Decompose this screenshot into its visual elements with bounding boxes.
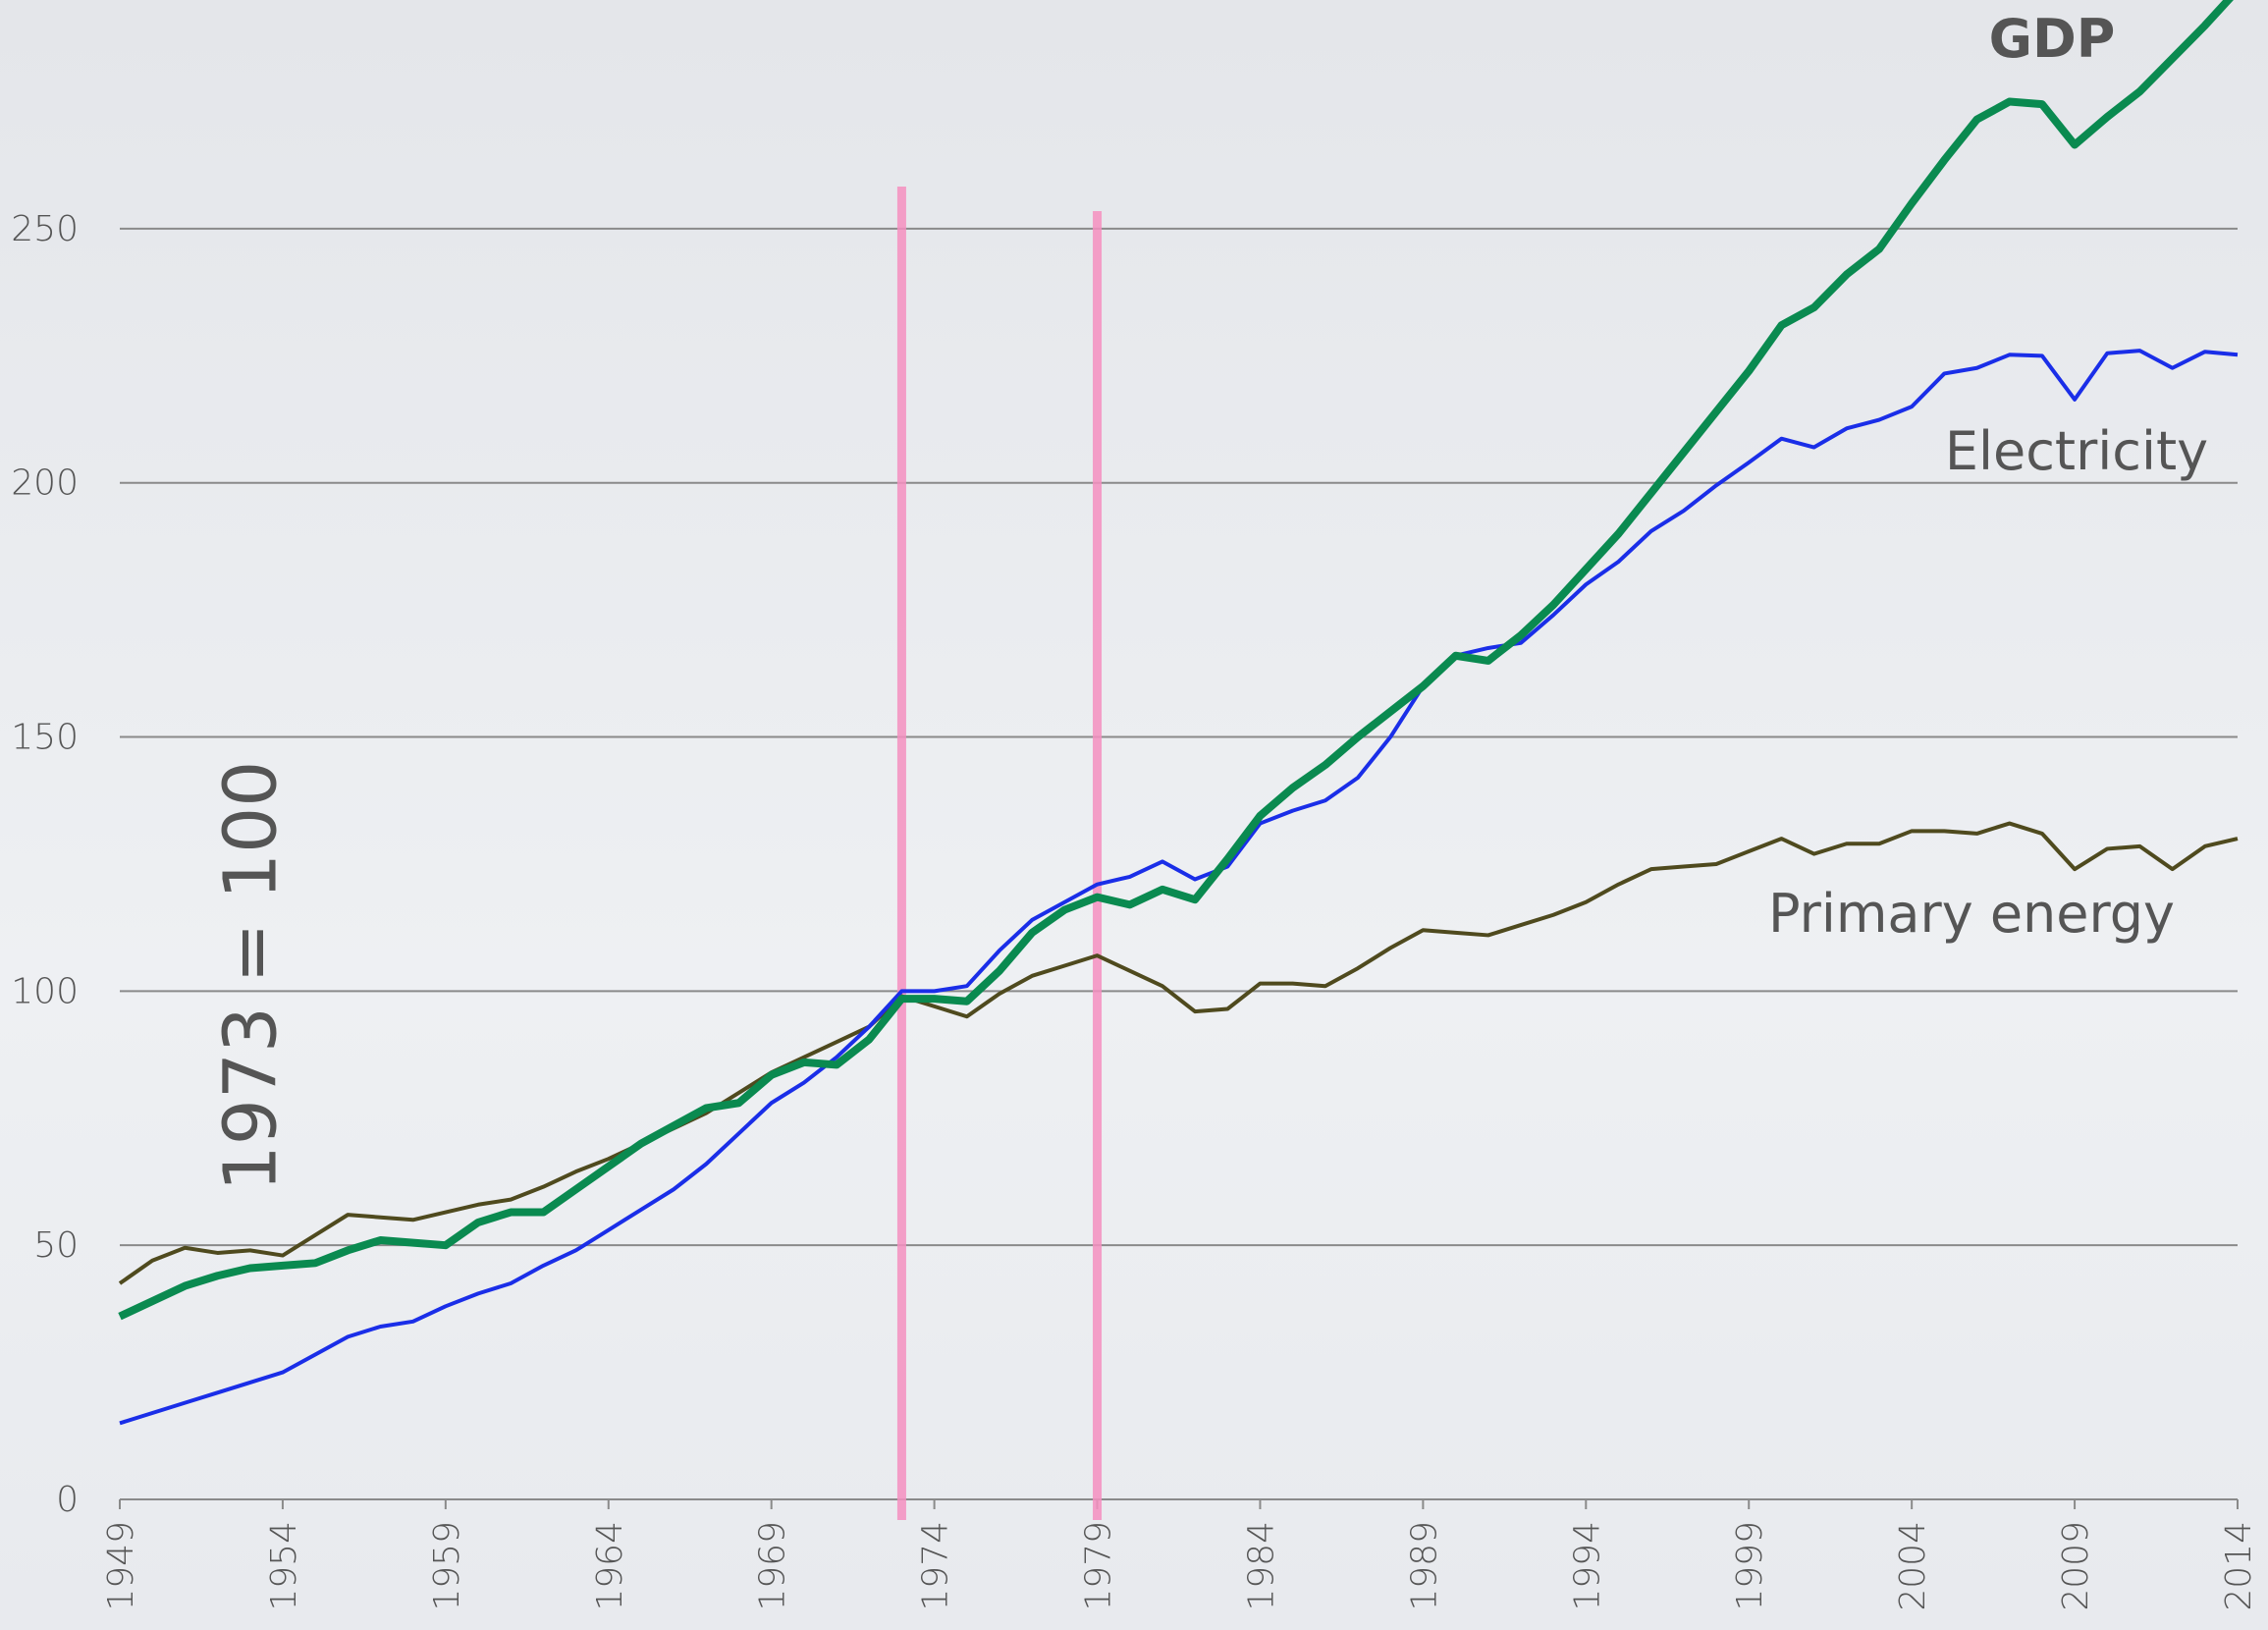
x-tick-label: 2009 [2056, 1521, 2096, 1611]
x-tick-label: 1999 [1730, 1521, 1770, 1611]
y-tick-label: 250 [11, 209, 79, 249]
y-tick-label: 100 [11, 971, 79, 1011]
series-line [118, 821, 2239, 1285]
series-label: Primary energy [1768, 883, 2175, 945]
x-tick-label: 2004 [1893, 1521, 1933, 1611]
x-tick-label: 2014 [2219, 1521, 2259, 1611]
x-tick-label: 1949 [101, 1521, 141, 1611]
annotation: 1973 = 100 [209, 761, 294, 1192]
x-tick-label: 1979 [1079, 1521, 1119, 1611]
series-label: GDP [1989, 8, 2116, 70]
y-tick-label: 0 [56, 1480, 79, 1520]
y-tick-label: 50 [33, 1225, 79, 1266]
x-tick-label: 1969 [753, 1521, 793, 1611]
x-tick-label: 1994 [1567, 1521, 1607, 1611]
series-line [118, 0, 2234, 1321]
x-tick-label: 1984 [1241, 1521, 1281, 1611]
series-line [119, 349, 2239, 1426]
x-tick-label: 1954 [264, 1521, 304, 1611]
series-label: Electricity [1945, 420, 2208, 482]
x-tick-label: 1974 [916, 1521, 956, 1611]
x-tick-label: 1959 [427, 1521, 467, 1611]
x-tick-label: 1989 [1404, 1521, 1444, 1611]
y-tick-label: 150 [11, 718, 79, 758]
x-tick-label: 1964 [590, 1521, 630, 1611]
y-tick-label: 200 [11, 463, 79, 504]
